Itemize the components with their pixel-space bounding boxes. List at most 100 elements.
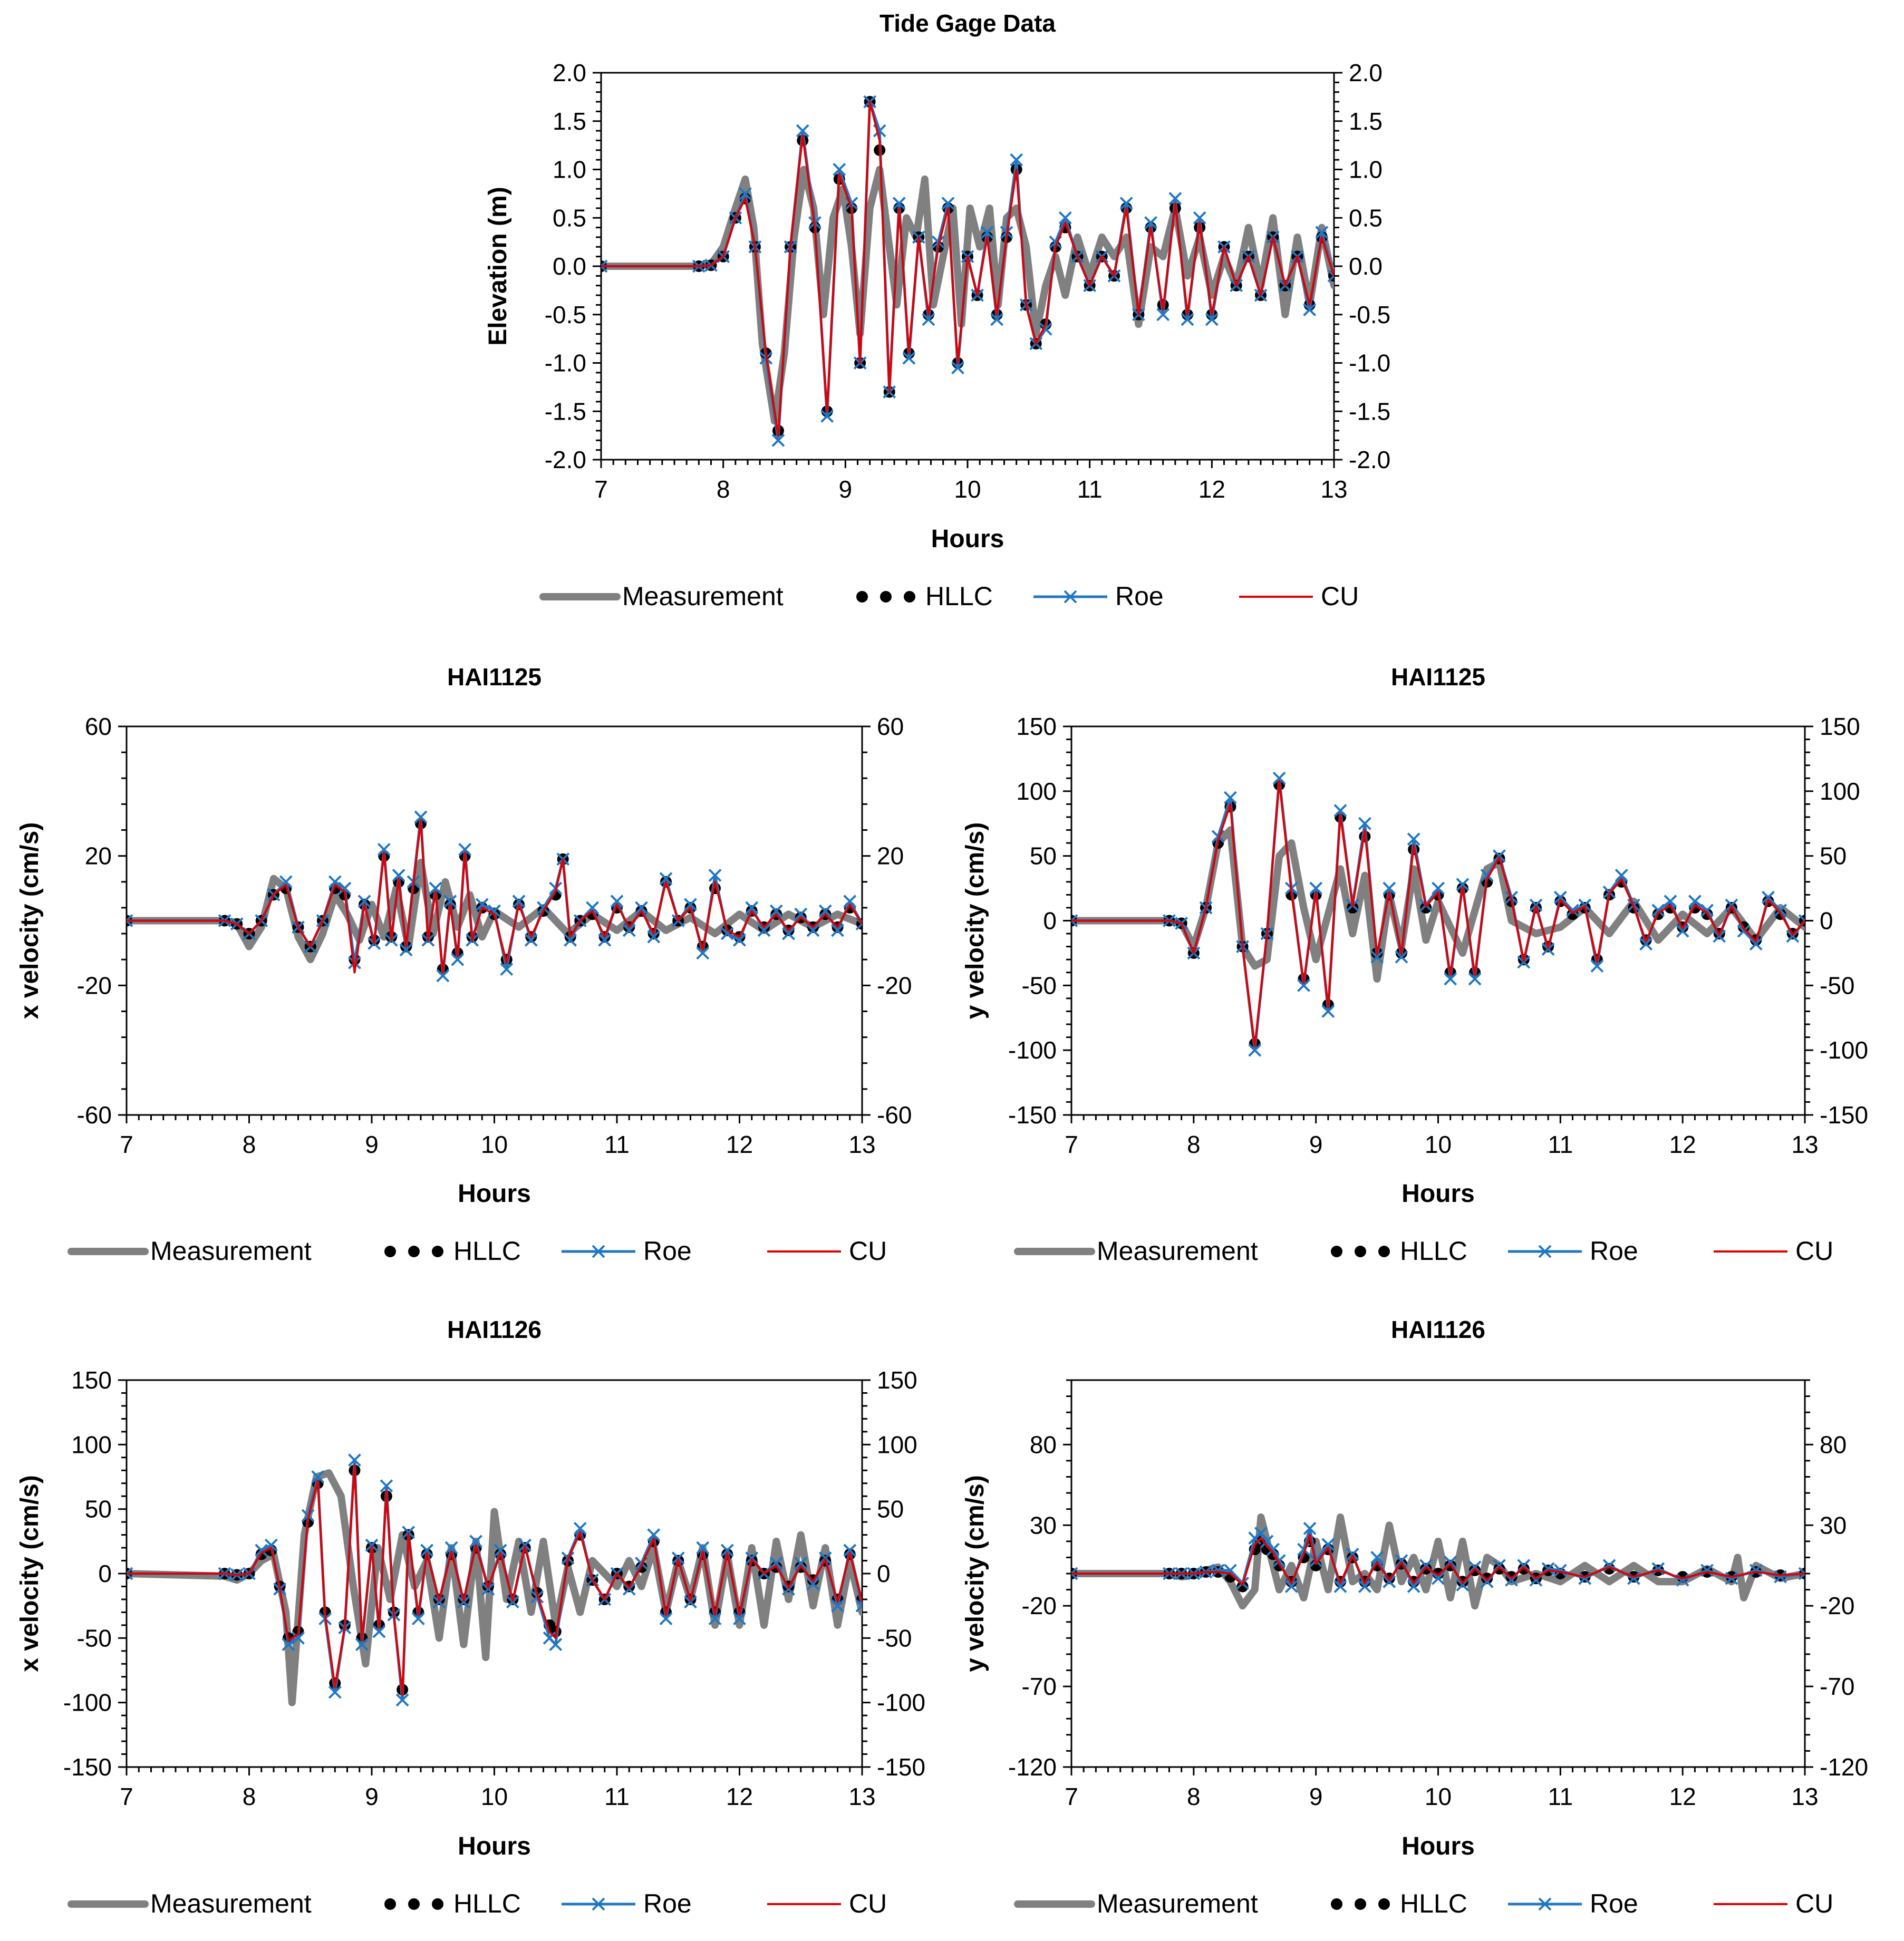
roe-marker bbox=[1346, 1547, 1359, 1561]
x-tick-label: 13 bbox=[1791, 1131, 1818, 1158]
x-tick-label: 10 bbox=[954, 475, 981, 503]
legend-item-cu: CU bbox=[1714, 1236, 1833, 1266]
roe-marker bbox=[671, 1551, 685, 1565]
legend-swatch-hllc-dot bbox=[1355, 1246, 1366, 1257]
roe-marker bbox=[311, 1470, 325, 1483]
y-right-tick-label: 0 bbox=[1820, 907, 1833, 935]
legend-item-measurement: Measurement bbox=[67, 1889, 312, 1918]
roe-marker bbox=[1358, 817, 1371, 830]
roe-marker bbox=[1444, 972, 1457, 986]
roe-marker bbox=[1321, 1538, 1335, 1551]
legend-swatch-hllc-dot bbox=[432, 1898, 443, 1910]
roe-marker bbox=[1407, 832, 1420, 846]
roe-marker bbox=[443, 895, 457, 908]
y-right-tick-label: 50 bbox=[877, 1496, 904, 1523]
roe-marker bbox=[1688, 895, 1702, 908]
roe-marker bbox=[475, 898, 489, 911]
roe-marker bbox=[794, 907, 808, 921]
roe-marker bbox=[328, 1685, 342, 1699]
roe-marker bbox=[733, 1612, 746, 1626]
roe-marker bbox=[429, 881, 442, 895]
roe-marker bbox=[818, 904, 832, 918]
y-right-tick-label: -100 bbox=[877, 1689, 925, 1716]
roe-marker bbox=[458, 842, 472, 856]
series-measurement-line bbox=[1071, 1513, 1805, 1610]
roe-marker bbox=[782, 1582, 795, 1596]
roe-marker bbox=[1211, 1564, 1225, 1577]
y-left-tick-label: 2.0 bbox=[553, 59, 586, 86]
roe-marker bbox=[1315, 226, 1329, 239]
legend-label: Measurement bbox=[1097, 1889, 1258, 1918]
roe-marker bbox=[892, 197, 906, 210]
y-left-tick-label: -1.5 bbox=[545, 397, 586, 425]
legend-swatch-hllc-dot bbox=[1331, 1898, 1342, 1910]
y-left-tick-label: 100 bbox=[1016, 778, 1057, 805]
y-right-tick-label: 30 bbox=[1820, 1511, 1847, 1539]
roe-marker bbox=[720, 1544, 734, 1557]
roe-marker bbox=[512, 895, 526, 908]
roe-marker bbox=[1664, 895, 1677, 908]
y-right-tick-label: -60 bbox=[877, 1101, 912, 1129]
x-tick-label: 8 bbox=[243, 1783, 256, 1810]
roe-marker bbox=[1762, 890, 1775, 904]
y-left-tick-label: -20 bbox=[1022, 1592, 1057, 1619]
roe-marker bbox=[127, 1567, 133, 1580]
legend-swatch-hllc-dot bbox=[904, 591, 915, 603]
roe-marker bbox=[1321, 1005, 1335, 1018]
roe-marker bbox=[1774, 1570, 1787, 1584]
roe-marker bbox=[745, 1551, 759, 1565]
roe-marker bbox=[855, 917, 862, 931]
y-right-tick-label: -20 bbox=[1820, 1592, 1854, 1619]
series-cu-line bbox=[127, 819, 862, 974]
y-left-tick-label: -150 bbox=[1008, 1101, 1057, 1129]
roe-marker bbox=[1284, 1580, 1298, 1593]
roe-marker bbox=[1651, 904, 1665, 917]
roe-marker bbox=[708, 1612, 722, 1626]
legend-label: HLLC bbox=[1400, 1236, 1467, 1266]
y-left-tick-label: -20 bbox=[77, 972, 112, 999]
x-tick-label: 7 bbox=[1065, 1783, 1078, 1810]
roe-marker bbox=[372, 1625, 386, 1638]
x-tick-label: 12 bbox=[1669, 1783, 1696, 1810]
roe-marker bbox=[769, 904, 783, 918]
y-right-tick-label: 0 bbox=[877, 1560, 891, 1587]
roe-marker bbox=[635, 901, 648, 915]
roe-marker bbox=[1700, 1564, 1714, 1577]
roe-marker bbox=[365, 1538, 379, 1552]
roe-marker bbox=[414, 810, 428, 824]
x-tick-label: 10 bbox=[1425, 1131, 1452, 1158]
y-right-tick-label: -2.0 bbox=[1349, 446, 1390, 473]
legend-label: Measurement bbox=[150, 1889, 312, 1918]
legend-swatch-roe-marker bbox=[592, 1897, 605, 1911]
roe-marker bbox=[255, 1544, 268, 1557]
roe-marker bbox=[1676, 924, 1689, 938]
y-left-tick-label: 150 bbox=[71, 1366, 112, 1394]
roe-marker bbox=[432, 1595, 446, 1609]
x-tick-label: 8 bbox=[717, 475, 730, 503]
roe-marker bbox=[1749, 937, 1763, 951]
x-tick-label: 10 bbox=[1425, 1783, 1452, 1810]
x-tick-label: 11 bbox=[604, 1783, 630, 1810]
legend-swatch-hllc-dot bbox=[856, 591, 868, 603]
legend-item-cu: CU bbox=[1714, 1889, 1833, 1918]
roe-marker bbox=[436, 969, 450, 983]
legend-swatch-hllc-dot bbox=[1355, 1898, 1366, 1910]
legend-swatch-hllc-dot bbox=[408, 1246, 420, 1257]
y-axis-label: y velocity (cm/s) bbox=[961, 1475, 989, 1672]
x-tick-label: 11 bbox=[1548, 1783, 1573, 1810]
roe-marker bbox=[1327, 269, 1334, 283]
chart-hai1126-x: HAI1126 7 8 9 10 11 12 13 -150 -150 -100 -100 -50 -50… bbox=[0, 1313, 952, 1940]
roe-marker bbox=[1071, 1567, 1078, 1580]
roe-marker bbox=[843, 1544, 857, 1557]
roe-marker bbox=[794, 1557, 808, 1570]
roe-marker bbox=[1456, 1578, 1470, 1591]
legend-label: Roe bbox=[643, 1236, 692, 1266]
legend-swatch-hllc-dot bbox=[1378, 1898, 1390, 1910]
chart-hai1125-x: HAI1125 7 8 9 10 11 12 13 -60 -60 -20 -20 20 20 60 60 Ho… bbox=[0, 654, 952, 1302]
y-right-tick-label: 150 bbox=[1820, 713, 1860, 740]
roe-marker bbox=[411, 1612, 425, 1626]
legend-swatch-hllc-dot bbox=[384, 1898, 396, 1910]
roe-marker bbox=[684, 898, 697, 911]
x-tick-label: 12 bbox=[1199, 475, 1225, 503]
